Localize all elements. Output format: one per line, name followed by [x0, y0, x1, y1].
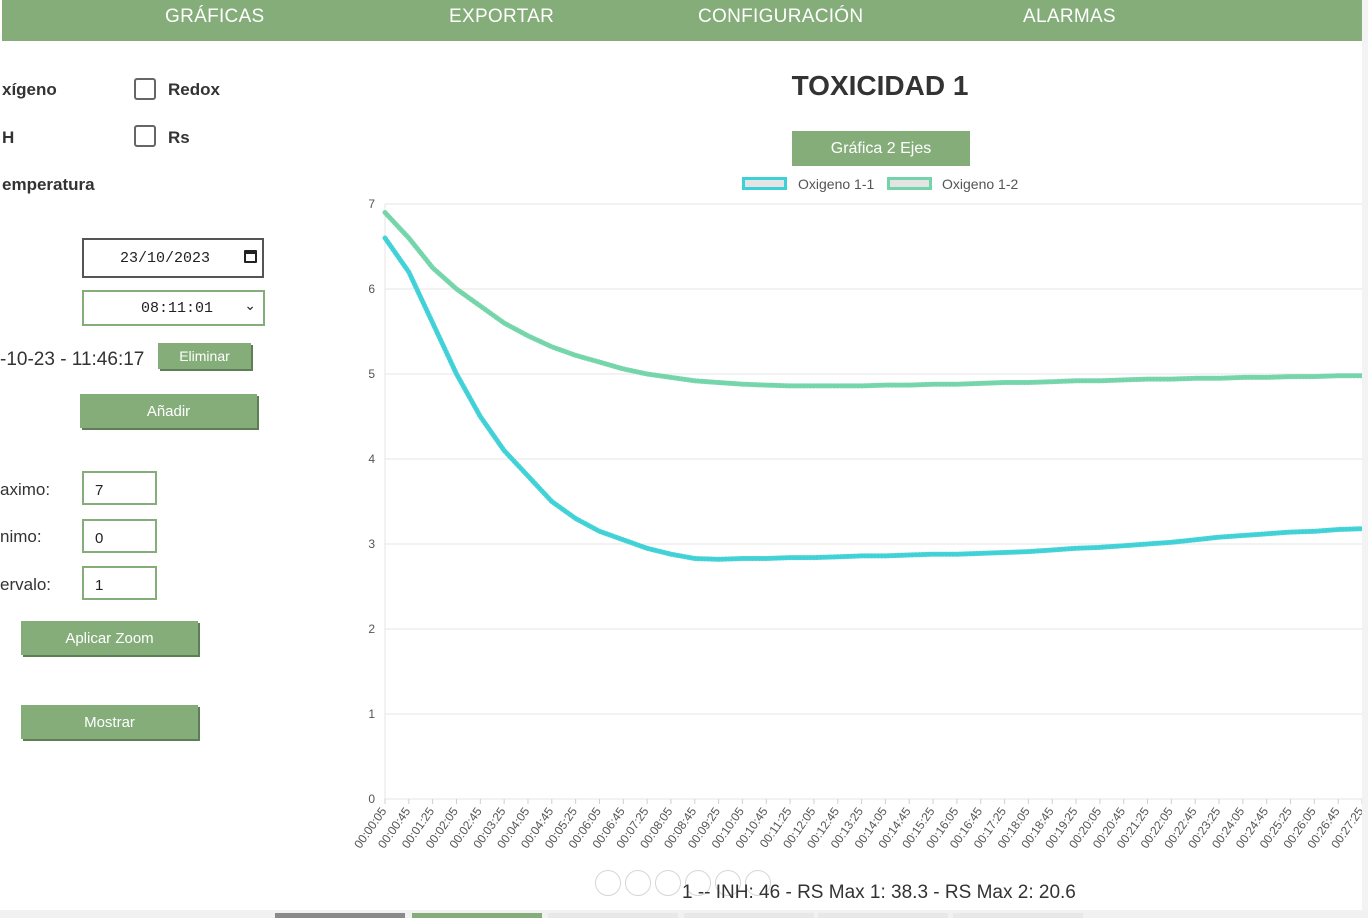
checkbox-label-redox: Redox	[168, 80, 220, 99]
time-value: 08:11:01	[141, 300, 214, 317]
time-select[interactable]: 08:11:01 ⌄	[82, 290, 265, 326]
y-tick-label: 6	[368, 282, 375, 296]
legend-swatch-oxigeno-1-1[interactable]	[742, 177, 787, 190]
pager-dot[interactable]	[685, 870, 711, 896]
pager-dot[interactable]	[715, 870, 741, 896]
summary-text: 1 -- INH: 46 - RS Max 1: 38.3 - RS Max 2…	[682, 882, 1076, 903]
add-button[interactable]: Añadir	[80, 394, 257, 428]
series-core-line-1	[384, 237, 1362, 561]
series-core-line-2	[384, 211, 1362, 387]
legend-swatch-oxigeno-1-2[interactable]	[887, 177, 932, 190]
taskbar-thumbnails	[0, 910, 1368, 918]
nav-configuracion[interactable]: CONFIGURACIÓN	[698, 6, 864, 27]
date-input[interactable]: 23/10/2023	[82, 238, 264, 278]
y-tick-label: 4	[368, 452, 375, 466]
pager-dot[interactable]	[655, 870, 681, 896]
thumbnail[interactable]	[275, 913, 405, 918]
pager-dot[interactable]	[745, 870, 771, 896]
checkbox-rs[interactable]	[134, 125, 156, 147]
checkbox-label-oxigeno: xígeno	[2, 80, 57, 99]
top-nav: GRÁFICAS EXPORTAR CONFIGURACIÓN ALARMAS	[2, 0, 1362, 41]
apply-zoom-button[interactable]: Aplicar Zoom	[21, 621, 198, 655]
min-input[interactable]: 0	[82, 519, 157, 553]
y-tick-label: 1	[368, 707, 375, 721]
thumbnail[interactable]	[684, 913, 814, 918]
max-label: aximo:	[0, 480, 51, 499]
two-axis-button[interactable]: Gráfica 2 Ejes	[792, 131, 970, 166]
legend-label-oxigeno-1-2[interactable]: Oxigeno 1-2	[942, 176, 1019, 192]
chevron-down-icon: ⌄	[244, 298, 256, 314]
pager-dot[interactable]	[595, 870, 621, 896]
nav-graficas[interactable]: GRÁFICAS	[165, 6, 265, 27]
nav-alarmas[interactable]: ALARMAS	[1023, 6, 1116, 27]
calendar-icon[interactable]	[244, 250, 257, 263]
checkbox-label-rs: Rs	[168, 128, 190, 147]
y-tick-label: 7	[368, 197, 375, 211]
vertical-scrollbar[interactable]	[1362, 0, 1368, 918]
max-input[interactable]: 7	[82, 471, 157, 505]
interval-label: ervalo:	[0, 575, 52, 594]
series-line-1	[382, 235, 1362, 562]
y-tick-label: 3	[368, 537, 375, 551]
checkbox-redox[interactable]	[134, 78, 156, 100]
show-button[interactable]: Mostrar	[21, 705, 198, 739]
series-line-2	[382, 210, 1362, 389]
interval-input[interactable]: 1	[82, 566, 157, 600]
y-tick-label: 0	[368, 792, 375, 806]
checkbox-label-ph: H	[2, 128, 15, 147]
thumbnail[interactable]	[412, 913, 542, 918]
thumbnail[interactable]	[548, 913, 678, 918]
y-tick-label: 2	[368, 622, 375, 636]
min-label: nimo:	[0, 527, 42, 546]
checkbox-label-temperatura: emperatura	[2, 175, 95, 194]
nav-exportar[interactable]: EXPORTAR	[449, 6, 555, 27]
date-value: 23/10/2023	[120, 250, 211, 267]
chart-title: TOXICIDAD 1	[791, 70, 969, 101]
y-tick-label: 5	[368, 367, 375, 381]
thumbnail[interactable]	[818, 913, 948, 918]
delete-button[interactable]: Eliminar	[158, 343, 251, 369]
thumbnail[interactable]	[953, 913, 1083, 918]
legend-label-oxigeno-1-1[interactable]: Oxigeno 1-1	[798, 176, 875, 192]
saved-timestamp: -10-23 - 11:46:17	[0, 349, 145, 370]
line-chart: 0123456700:00:0500:00:4500:01:2500:02:05…	[351, 197, 1362, 851]
pager-dot[interactable]	[625, 870, 651, 896]
